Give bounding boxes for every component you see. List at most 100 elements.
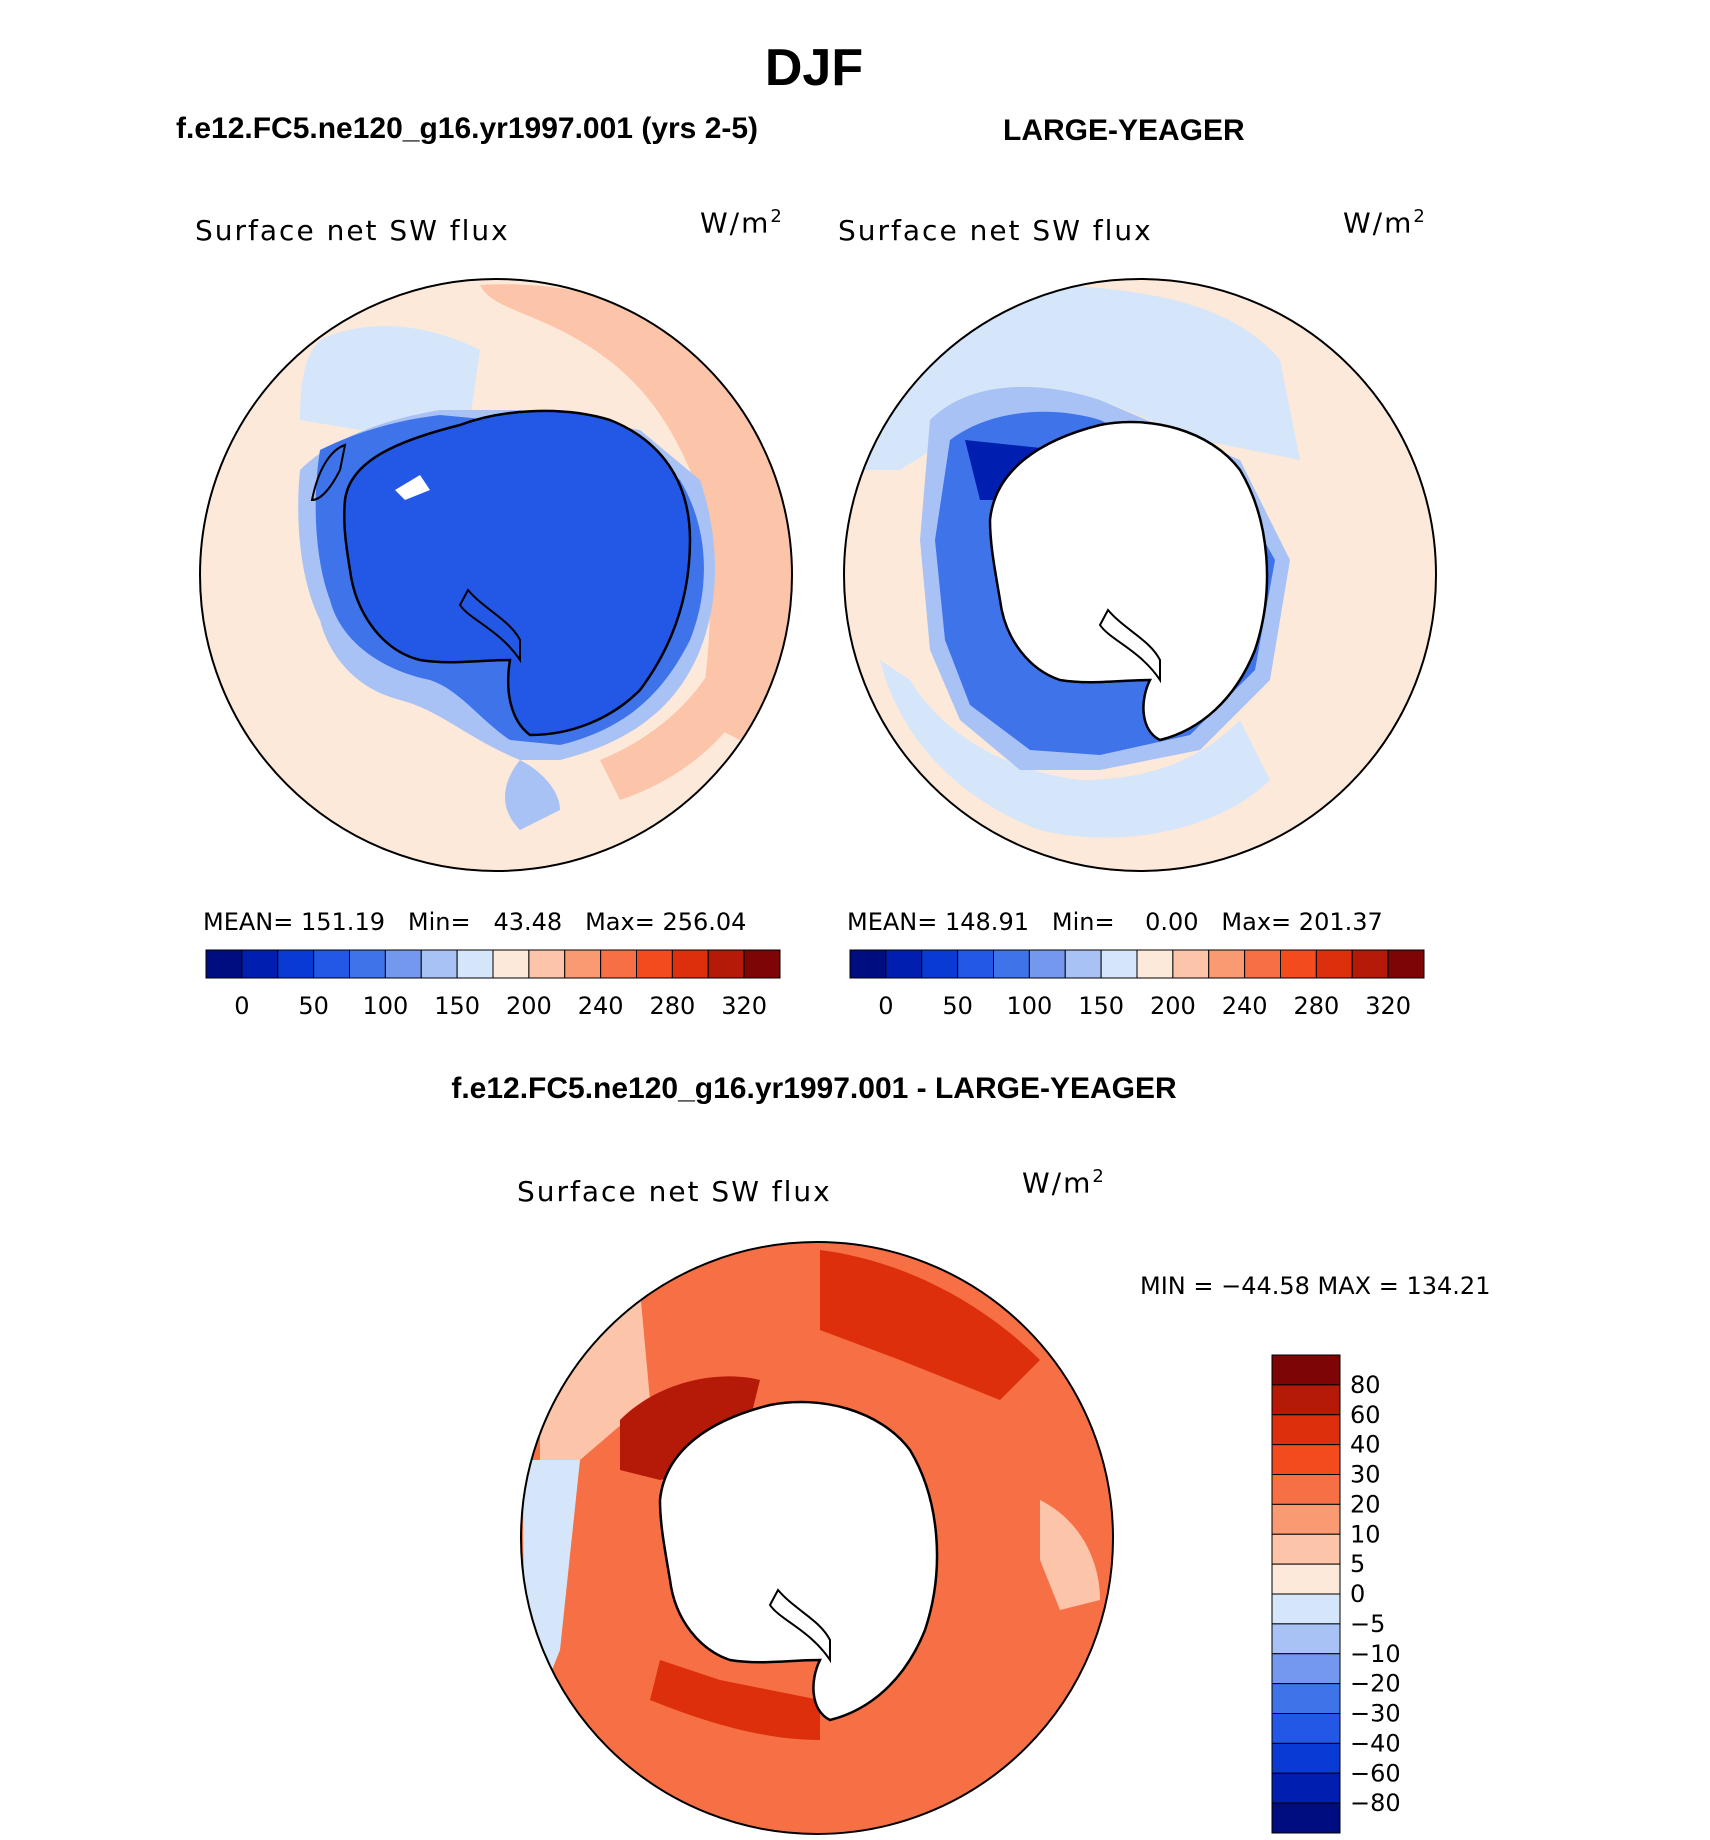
diff-colorbar-box xyxy=(1271,1533,1341,1565)
obs-colorbar-tick: 0 xyxy=(878,992,893,1020)
obs-colorbar-tick: 320 xyxy=(1365,992,1411,1020)
model-min-label: Min= xyxy=(407,908,471,936)
diff-variable-label: Surface net SW flux xyxy=(517,1175,832,1208)
model-ross-coast xyxy=(458,588,521,664)
left-subtitle: f.e12.FC5.ne120_g16.yr1997.001 (yrs 2-5) xyxy=(176,112,759,145)
obs-colorbar-tick: 150 xyxy=(1078,992,1124,1020)
model-colorbar: 0 50 100 150 200 240 280 320 xyxy=(205,949,781,1020)
diff-colorbar-box xyxy=(1271,1683,1341,1714)
diff-colorbar-tick: 40 xyxy=(1350,1431,1381,1459)
obs-min-value: 0.00 xyxy=(1145,908,1199,936)
obs-max-label: Max= xyxy=(1221,908,1292,936)
diff-subtitle: f.e12.FC5.ne120_g16.yr1997.001 - LARGE-Y… xyxy=(451,1072,1177,1105)
obs-colorbar-box xyxy=(993,949,1030,979)
diff-colorbar-box xyxy=(1271,1772,1341,1804)
model-map-border xyxy=(199,278,793,872)
model-colorbar-box xyxy=(707,949,745,979)
model-colorbar-box xyxy=(564,949,602,979)
obs-map xyxy=(844,279,1436,871)
model-colorbar-box xyxy=(636,949,673,979)
diff-colorbar-box xyxy=(1271,1593,1341,1625)
obs-variable-label: Surface net SW flux xyxy=(838,214,1153,247)
model-colorbar-tick: 100 xyxy=(362,992,408,1020)
obs-colorbar-box xyxy=(957,949,994,979)
obs-map-border xyxy=(843,278,1437,872)
diff-colorbar-box xyxy=(1271,1354,1341,1386)
diff-colorbar-box xyxy=(1271,1713,1341,1744)
diff-colorbar-tick: 80 xyxy=(1350,1371,1381,1399)
model-colorbar-tick: 50 xyxy=(298,992,329,1020)
diff-map-border xyxy=(520,1241,1114,1835)
model-colorbar-box xyxy=(528,949,566,979)
model-colorbar-box xyxy=(277,949,315,979)
diff-colorbar-tick: 10 xyxy=(1350,1520,1381,1548)
obs-mean-value: 148.91 xyxy=(945,908,1029,936)
season-title: DJF xyxy=(764,39,864,97)
diff-strong-north xyxy=(820,1250,1040,1400)
diff-units-base: W/m xyxy=(1022,1166,1093,1200)
diff-colorbar-tick: −60 xyxy=(1350,1759,1401,1787)
obs-colorbar-box xyxy=(1280,949,1317,979)
diff-units: W/m2 xyxy=(1022,1166,1106,1199)
model-units-exp: 2 xyxy=(770,206,784,227)
model-max-label: Max= xyxy=(585,908,655,936)
diff-light-west xyxy=(540,1290,650,1460)
diff-colorbar-box xyxy=(1271,1802,1341,1834)
diff-colorbar-box xyxy=(1271,1384,1341,1416)
diff-colorbar-box xyxy=(1271,1414,1341,1446)
diff-colorbar-tick: −5 xyxy=(1350,1610,1385,1638)
diff-colorbar-box xyxy=(1271,1444,1341,1475)
model-south-blue xyxy=(505,760,560,830)
right-subtitle: LARGE-YEAGER xyxy=(1003,114,1245,147)
diff-colorbar-tick: −30 xyxy=(1350,1700,1401,1728)
obs-units-base: W/m xyxy=(1343,206,1414,240)
diff-colorbar-tick: 20 xyxy=(1350,1490,1381,1518)
model-colorbar-tick: 150 xyxy=(434,992,480,1020)
diff-colorbar-box xyxy=(1271,1474,1341,1505)
obs-colorbar-box xyxy=(1136,949,1174,979)
model-peninsula xyxy=(310,443,347,502)
model-min-value: 43.48 xyxy=(493,908,563,936)
obs-colorbar-box xyxy=(1028,949,1066,979)
diff-minmax: MIN = −44.58 MAX = 134.21 xyxy=(1140,1272,1491,1300)
diff-colorbar-box xyxy=(1271,1623,1341,1655)
obs-colorbar-box xyxy=(1100,949,1138,979)
model-colorbar-box xyxy=(205,949,243,979)
obs-units-exp: 2 xyxy=(1413,206,1427,227)
diff-map xyxy=(521,1242,1113,1834)
obs-units: W/m2 xyxy=(1343,206,1427,239)
obs-colorbar-box xyxy=(1387,949,1425,979)
obs-colorbar: 0 50 100 150 200 240 280 320 xyxy=(849,949,1425,1020)
model-colorbar-box xyxy=(456,949,494,979)
model-variable-label: Surface net SW flux xyxy=(195,214,510,247)
obs-colorbar-tick: 240 xyxy=(1222,992,1268,1020)
obs-stats: MEAN= 148.91 Min= 0.00 Max= 201.37 xyxy=(847,908,1383,936)
obs-antarctica-outline xyxy=(988,420,1269,742)
diff-colorbar-tick: 0 xyxy=(1350,1580,1365,1608)
diff-colorbar-tick: 5 xyxy=(1350,1550,1365,1578)
model-max-value: 256.04 xyxy=(662,908,747,936)
model-ice-hole xyxy=(395,475,430,500)
model-colorbar-box xyxy=(420,949,458,979)
diff-colorbar-tick: −80 xyxy=(1350,1789,1401,1817)
diff-light-east xyxy=(1040,1500,1100,1610)
model-mean-label: MEAN= xyxy=(203,908,294,936)
obs-colorbar-tick: 280 xyxy=(1293,992,1339,1020)
obs-light-band-south xyxy=(880,660,1270,838)
model-colorbar-box xyxy=(671,949,709,979)
obs-colorbar-box xyxy=(1351,949,1389,979)
diff-units-exp: 2 xyxy=(1092,1166,1106,1187)
diff-strong-south xyxy=(650,1660,820,1740)
diff-colorbar-box xyxy=(1271,1563,1341,1595)
model-light-ice xyxy=(300,326,480,430)
obs-max-value: 201.37 xyxy=(1298,908,1383,936)
obs-colorbar-box xyxy=(1064,949,1102,979)
model-colorbar-box xyxy=(492,949,530,979)
obs-colorbar-box xyxy=(1172,949,1210,979)
obs-colorbar-box xyxy=(921,949,959,979)
model-warm-band xyxy=(480,284,792,740)
obs-colorbar-box xyxy=(885,949,923,979)
model-colorbar-tick: 280 xyxy=(649,992,695,1020)
obs-colorbar-box xyxy=(1208,949,1246,979)
